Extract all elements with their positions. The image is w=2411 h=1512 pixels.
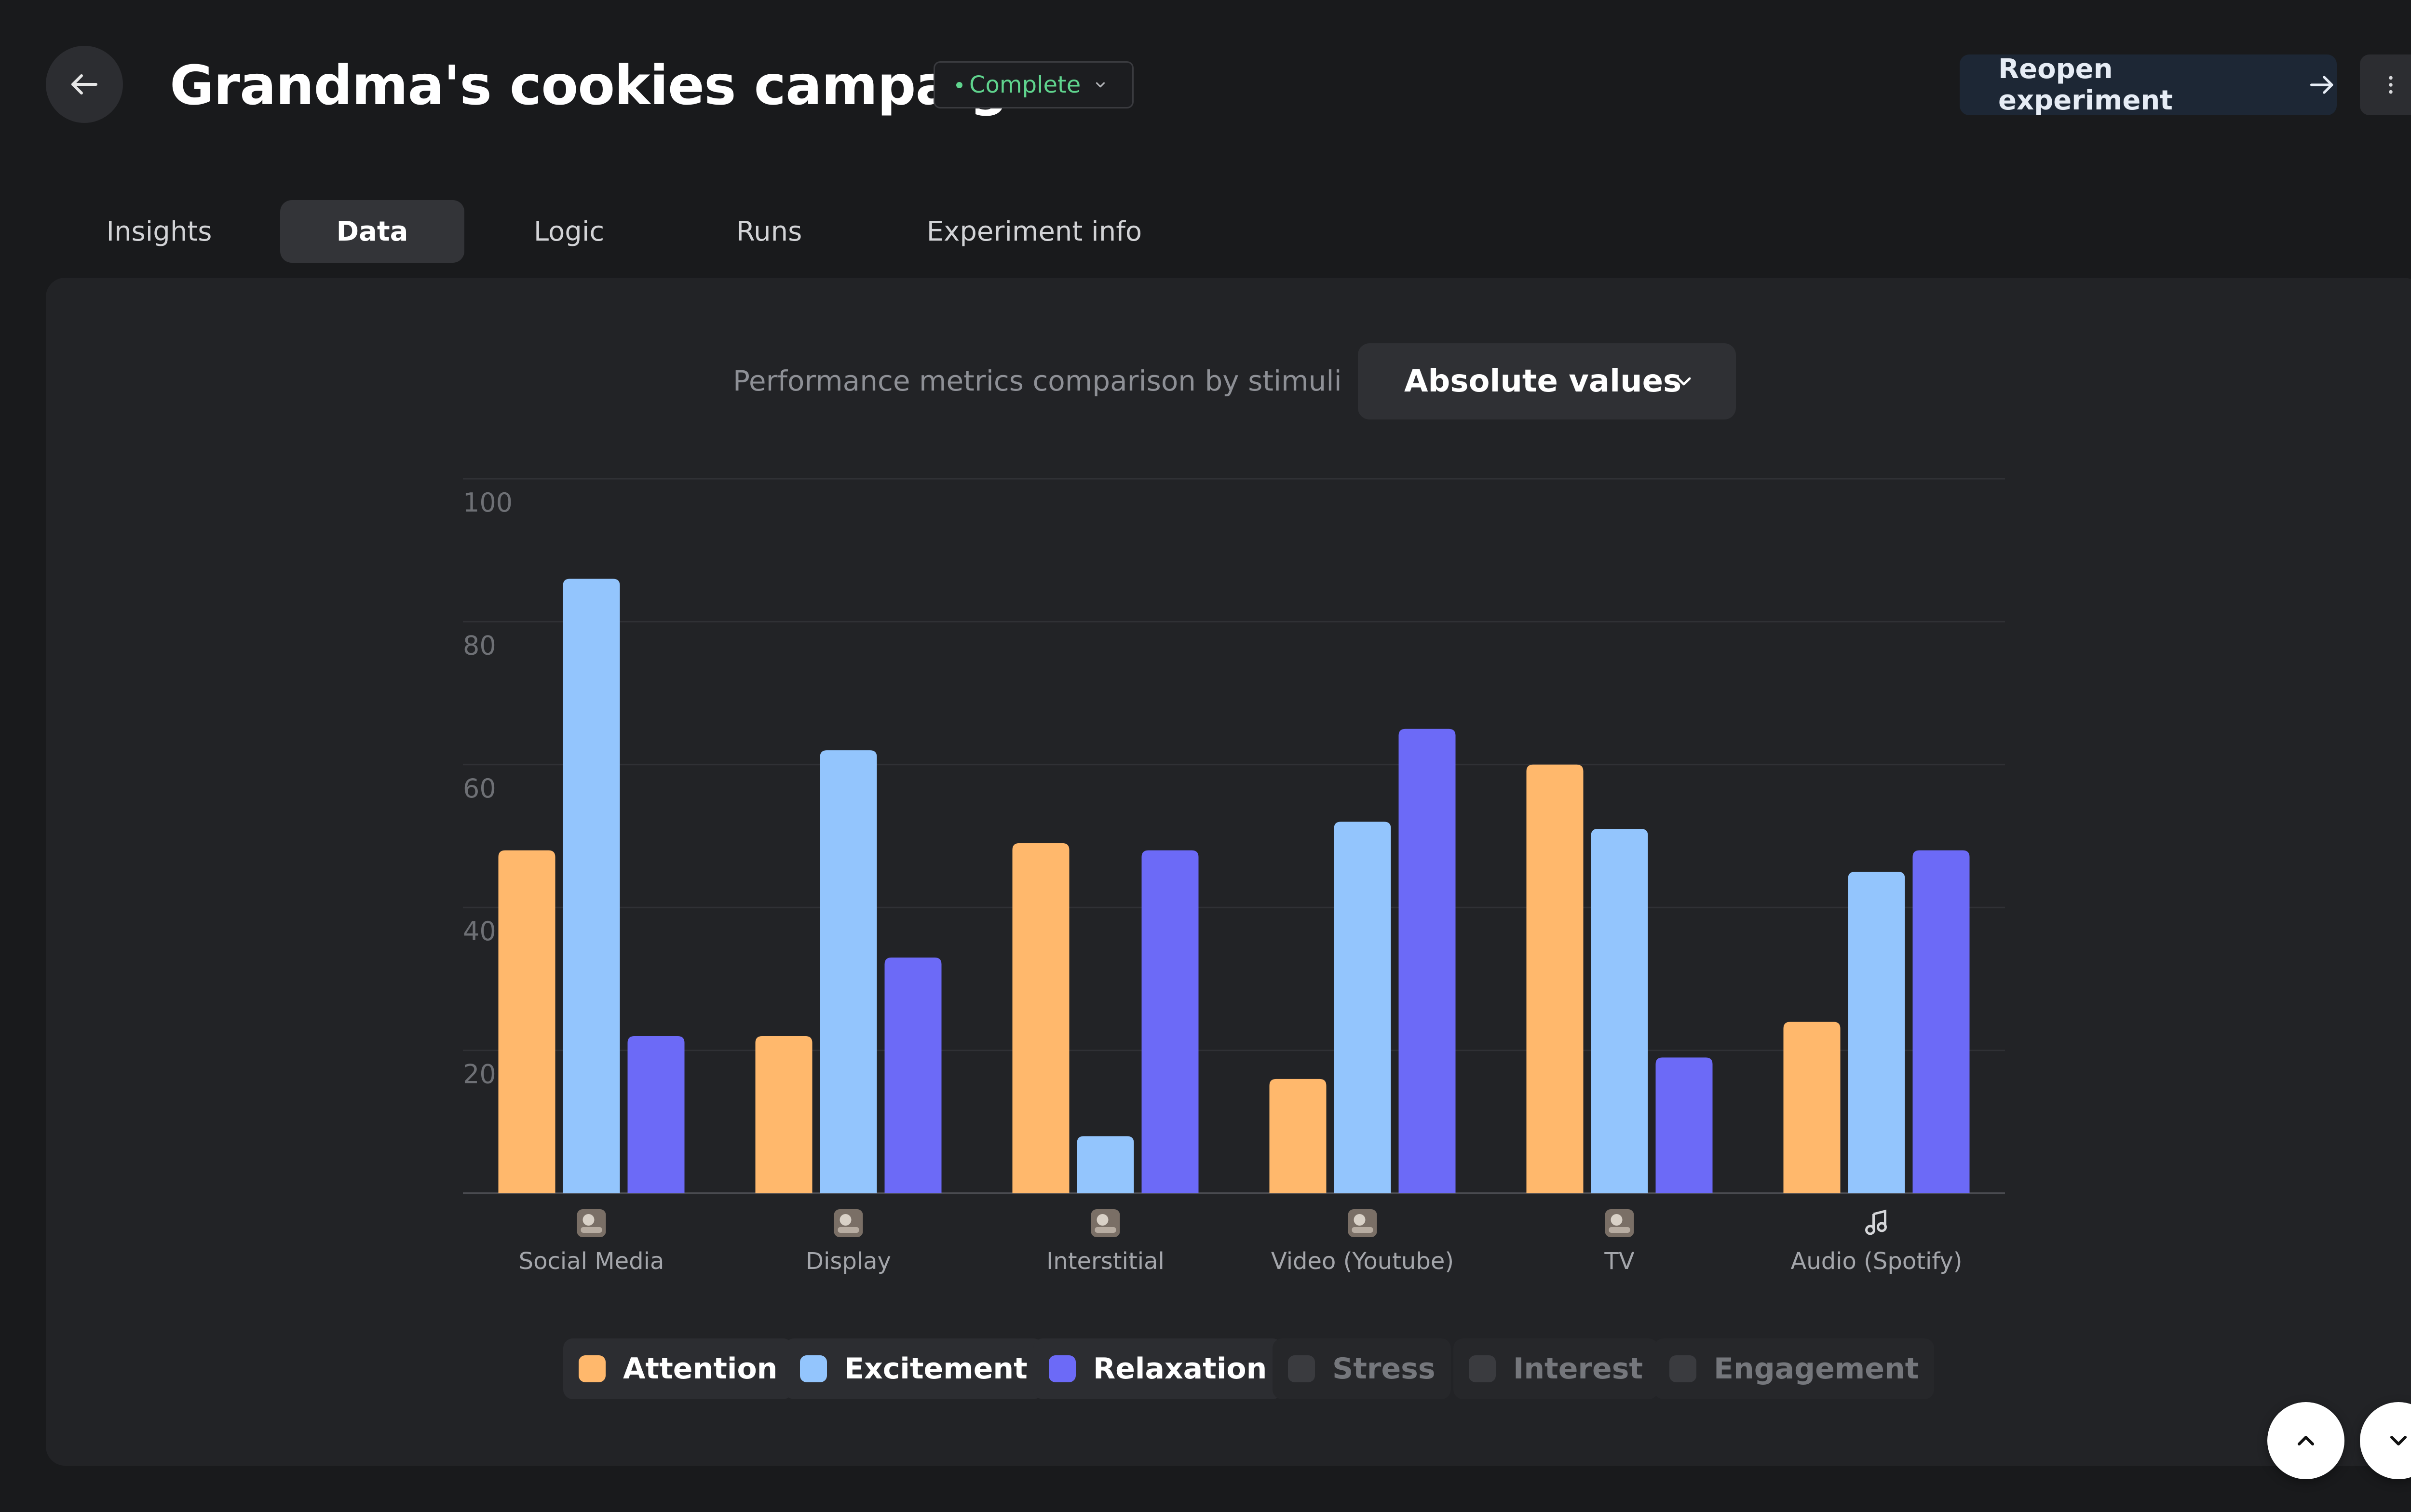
legend-item-excitement[interactable]: Excitement bbox=[785, 1338, 1043, 1399]
x-tick-label: Interstitial bbox=[1046, 1248, 1165, 1275]
legend-swatch bbox=[1049, 1355, 1076, 1382]
legend-swatch bbox=[1288, 1355, 1315, 1382]
y-tick-label: 60 bbox=[463, 773, 496, 804]
bar-excitement-2 bbox=[1077, 1136, 1134, 1193]
bar-excitement-4 bbox=[1591, 829, 1648, 1193]
tab-experiment-info[interactable]: Experiment info bbox=[907, 200, 1162, 263]
tab-runs[interactable]: Runs bbox=[694, 200, 844, 263]
more-options-button[interactable] bbox=[2360, 54, 2411, 115]
chevron-up-icon bbox=[2297, 1435, 2315, 1446]
tab-label: Insights bbox=[106, 216, 212, 247]
scroll-up-button[interactable] bbox=[2267, 1402, 2344, 1479]
y-tick-label: 40 bbox=[463, 916, 496, 946]
legend-swatch bbox=[579, 1355, 606, 1382]
bar-relaxation-4 bbox=[1655, 1057, 1713, 1193]
vertical-dots-icon bbox=[2389, 76, 2393, 94]
reopen-experiment-label: Reopen experiment bbox=[1998, 54, 2173, 116]
values-mode-select[interactable]: Absolute values bbox=[1358, 343, 1736, 419]
page-title: Grandma's cookies campaign bbox=[170, 54, 1046, 117]
tab-logic[interactable]: Logic bbox=[492, 200, 646, 263]
x-tick-label: TV bbox=[1604, 1248, 1634, 1275]
legend-label: Attention bbox=[623, 1352, 778, 1386]
x-tick-label: Social Media bbox=[519, 1248, 664, 1275]
y-tick-label: 100 bbox=[463, 487, 513, 518]
bar-attention-5 bbox=[1783, 1022, 1841, 1193]
legend-swatch bbox=[1469, 1355, 1496, 1382]
thumbnail-detail bbox=[1354, 1214, 1366, 1226]
legend-swatch bbox=[800, 1355, 827, 1382]
legend-item-stress[interactable]: Stress bbox=[1273, 1338, 1451, 1399]
chevron-down-icon bbox=[2390, 1435, 2407, 1446]
bar-relaxation-2 bbox=[1141, 850, 1199, 1193]
tab-data[interactable]: Data bbox=[280, 200, 464, 263]
legend-label: Engagement bbox=[1714, 1352, 1919, 1386]
x-tick-label: Video (Youtube) bbox=[1271, 1248, 1454, 1275]
music-note-icon bbox=[1865, 1209, 1887, 1235]
legend-item-engagement[interactable]: Engagement bbox=[1654, 1338, 1935, 1399]
status-label: Complete bbox=[969, 71, 1081, 98]
status-dot-icon bbox=[956, 81, 962, 88]
bar-excitement-3 bbox=[1334, 822, 1391, 1193]
chevron-down-icon bbox=[1096, 82, 1105, 88]
bar-excitement-0 bbox=[563, 579, 620, 1193]
thumbnail-detail bbox=[581, 1227, 602, 1233]
thumbnail-detail bbox=[1611, 1214, 1623, 1226]
legend-item-attention[interactable]: Attention bbox=[563, 1338, 793, 1399]
legend-label: Interest bbox=[1513, 1352, 1643, 1386]
bar-relaxation-0 bbox=[627, 1036, 685, 1193]
reopen-experiment-button[interactable]: Reopen experiment bbox=[1960, 54, 2337, 116]
x-tick-label: Display bbox=[806, 1248, 891, 1275]
arrow-right-icon bbox=[2310, 76, 2333, 94]
bar-attention-0 bbox=[498, 850, 555, 1193]
tab-label: Experiment info bbox=[926, 216, 1142, 247]
legend-item-interest[interactable]: Interest bbox=[1453, 1338, 1659, 1399]
thumbnail-detail bbox=[1097, 1214, 1109, 1226]
thumbnail-detail bbox=[1352, 1227, 1373, 1233]
bar-attention-2 bbox=[1012, 843, 1070, 1193]
back-button[interactable] bbox=[46, 46, 123, 123]
bar-attention-1 bbox=[755, 1036, 813, 1193]
bar-attention-3 bbox=[1269, 1079, 1327, 1193]
tab-insights[interactable]: Insights bbox=[77, 200, 241, 263]
chart-panel bbox=[46, 278, 2411, 1466]
bar-attention-4 bbox=[1526, 764, 1584, 1193]
tab-label: Runs bbox=[736, 216, 802, 247]
values-mode-label: Absolute values bbox=[1404, 364, 1682, 399]
status-dropdown[interactable]: Complete bbox=[934, 61, 1134, 108]
legend-label: Excitement bbox=[844, 1352, 1028, 1386]
legend-item-relaxation[interactable]: Relaxation bbox=[1033, 1338, 1283, 1399]
thumbnail-detail bbox=[1609, 1227, 1630, 1233]
thumbnail-detail bbox=[582, 1214, 595, 1226]
legend-swatch bbox=[1669, 1355, 1696, 1382]
bar-relaxation-5 bbox=[1912, 850, 1970, 1193]
bar-excitement-1 bbox=[820, 750, 877, 1193]
chevron-down-icon bbox=[1677, 377, 1691, 386]
y-tick-label: 80 bbox=[463, 630, 496, 661]
tab-label: Logic bbox=[533, 216, 605, 247]
legend-label: Stress bbox=[1332, 1352, 1436, 1386]
bar-excitement-5 bbox=[1848, 872, 1905, 1193]
bar-relaxation-1 bbox=[884, 957, 942, 1193]
thumbnail-detail bbox=[840, 1214, 852, 1226]
legend-label: Relaxation bbox=[1093, 1352, 1267, 1386]
x-tick-label: Audio (Spotify) bbox=[1790, 1248, 1962, 1275]
bar-relaxation-3 bbox=[1398, 729, 1456, 1193]
thumbnail-detail bbox=[838, 1227, 859, 1233]
tab-label: Data bbox=[336, 216, 408, 247]
chart-heading: Performance metrics comparison by stimul… bbox=[733, 364, 1342, 397]
thumbnail-detail bbox=[1095, 1227, 1116, 1233]
arrow-left-icon bbox=[71, 74, 97, 94]
y-tick-label: 20 bbox=[463, 1059, 496, 1090]
